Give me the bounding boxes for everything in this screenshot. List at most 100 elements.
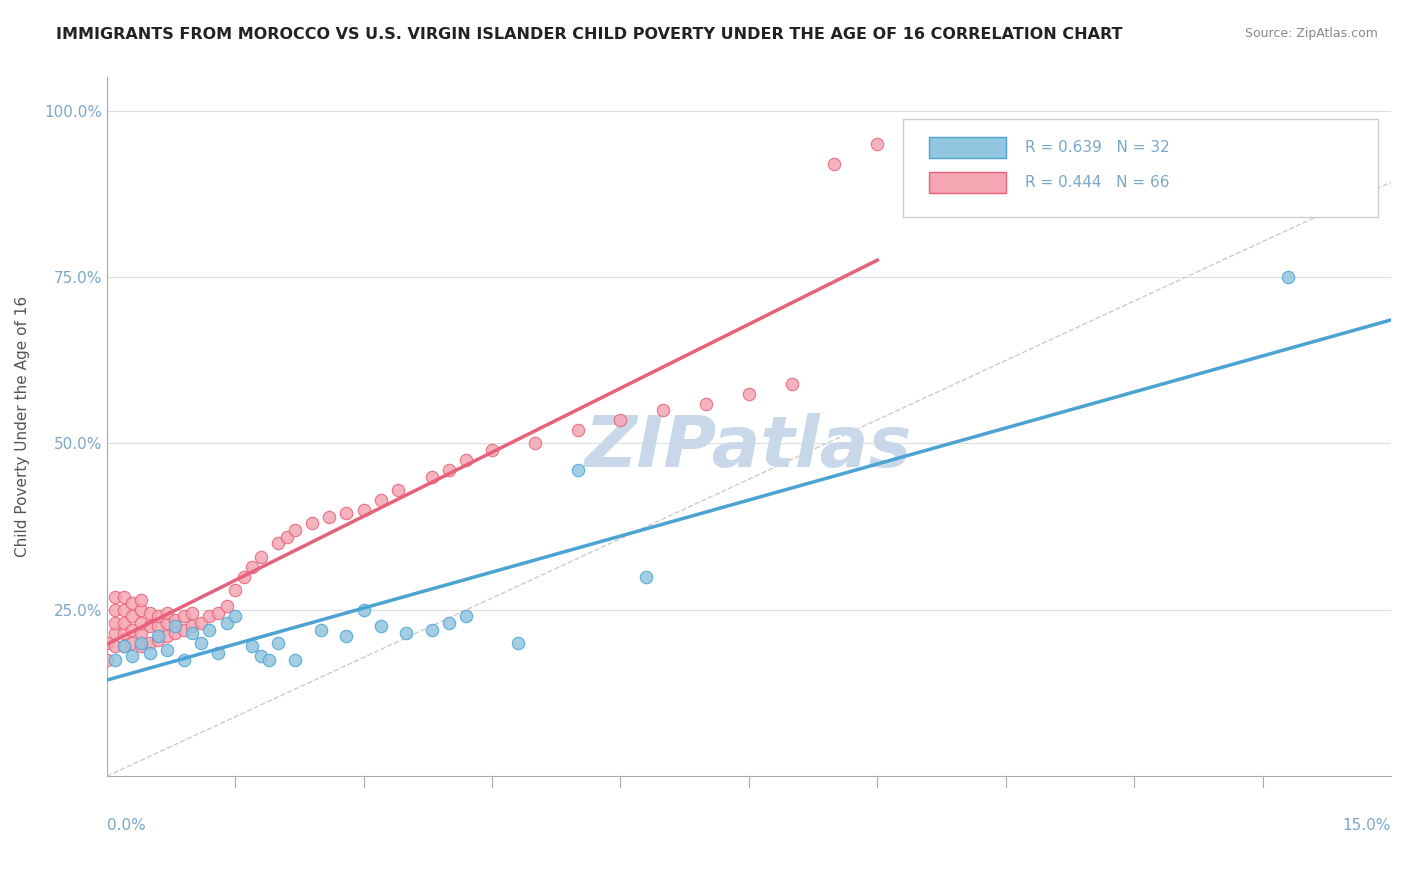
Point xyxy=(224,582,246,597)
Point xyxy=(215,616,238,631)
Point xyxy=(481,443,503,458)
Point xyxy=(121,636,143,650)
Point xyxy=(395,626,418,640)
Point xyxy=(636,569,658,583)
Point xyxy=(276,530,298,544)
Point xyxy=(112,626,135,640)
Point xyxy=(335,629,357,643)
Point xyxy=(456,609,478,624)
Point xyxy=(104,603,127,617)
Point xyxy=(207,646,229,660)
Point xyxy=(250,549,273,564)
Point xyxy=(104,616,127,631)
Point xyxy=(284,653,307,667)
Point xyxy=(866,136,889,151)
Point xyxy=(420,623,443,637)
Point xyxy=(567,463,589,477)
Point xyxy=(138,636,160,650)
Y-axis label: Child Poverty Under the Age of 16: Child Poverty Under the Age of 16 xyxy=(15,296,30,558)
Point xyxy=(353,503,375,517)
Point xyxy=(370,619,392,633)
Point xyxy=(165,619,187,633)
Point xyxy=(129,626,152,640)
FancyBboxPatch shape xyxy=(903,120,1378,217)
Point xyxy=(121,623,143,637)
Point xyxy=(138,646,160,660)
Point xyxy=(121,596,143,610)
Point xyxy=(190,616,212,631)
Point xyxy=(181,606,204,620)
Point xyxy=(198,609,221,624)
Point xyxy=(173,623,195,637)
Text: 15.0%: 15.0% xyxy=(1343,818,1391,833)
Point xyxy=(146,632,169,647)
Point xyxy=(165,626,187,640)
Point xyxy=(129,603,152,617)
Point xyxy=(318,509,340,524)
Point xyxy=(695,396,717,410)
Point xyxy=(309,623,332,637)
Point xyxy=(146,609,169,624)
Text: ZIPatlas: ZIPatlas xyxy=(585,413,912,483)
Point xyxy=(181,626,204,640)
Point xyxy=(198,623,221,637)
FancyBboxPatch shape xyxy=(929,136,1005,158)
Point xyxy=(567,423,589,437)
Point xyxy=(335,506,357,520)
Point xyxy=(129,636,152,650)
Point xyxy=(129,592,152,607)
Point xyxy=(104,653,127,667)
Text: R = 0.639   N = 32: R = 0.639 N = 32 xyxy=(1025,140,1170,155)
Point xyxy=(112,640,135,654)
Point xyxy=(652,403,675,417)
Point xyxy=(437,616,460,631)
Text: 0.0%: 0.0% xyxy=(107,818,145,833)
Point xyxy=(173,653,195,667)
Point xyxy=(104,640,127,654)
Point xyxy=(250,649,273,664)
Point xyxy=(267,536,290,550)
Point xyxy=(96,636,118,650)
Point xyxy=(156,606,179,620)
Point xyxy=(353,603,375,617)
Point xyxy=(215,599,238,614)
Point xyxy=(240,559,263,574)
Point xyxy=(121,609,143,624)
Point xyxy=(267,636,290,650)
Point xyxy=(138,619,160,633)
Point xyxy=(301,516,323,531)
Point xyxy=(738,386,761,401)
Point xyxy=(173,609,195,624)
Point xyxy=(232,569,254,583)
Point xyxy=(112,603,135,617)
Point xyxy=(1277,270,1299,285)
Point xyxy=(121,649,143,664)
Text: IMMIGRANTS FROM MOROCCO VS U.S. VIRGIN ISLANDER CHILD POVERTY UNDER THE AGE OF 1: IMMIGRANTS FROM MOROCCO VS U.S. VIRGIN I… xyxy=(56,27,1123,42)
Point xyxy=(112,590,135,604)
Point xyxy=(104,626,127,640)
Point xyxy=(523,436,546,450)
Point xyxy=(156,629,179,643)
FancyBboxPatch shape xyxy=(929,172,1005,193)
Point xyxy=(420,469,443,483)
Point xyxy=(456,453,478,467)
Text: R = 0.444   N = 66: R = 0.444 N = 66 xyxy=(1025,175,1170,190)
Text: Source: ZipAtlas.com: Source: ZipAtlas.com xyxy=(1244,27,1378,40)
Point xyxy=(284,523,307,537)
Point xyxy=(156,616,179,631)
Point xyxy=(259,653,281,667)
Point xyxy=(96,653,118,667)
Point xyxy=(146,619,169,633)
Point xyxy=(156,642,179,657)
Point xyxy=(129,616,152,631)
Point xyxy=(104,590,127,604)
Point xyxy=(138,606,160,620)
Point xyxy=(437,463,460,477)
Point xyxy=(190,636,212,650)
Point xyxy=(112,616,135,631)
Point xyxy=(224,609,246,624)
Point xyxy=(181,619,204,633)
Point xyxy=(112,640,135,654)
Point xyxy=(780,376,803,391)
Point xyxy=(387,483,409,497)
